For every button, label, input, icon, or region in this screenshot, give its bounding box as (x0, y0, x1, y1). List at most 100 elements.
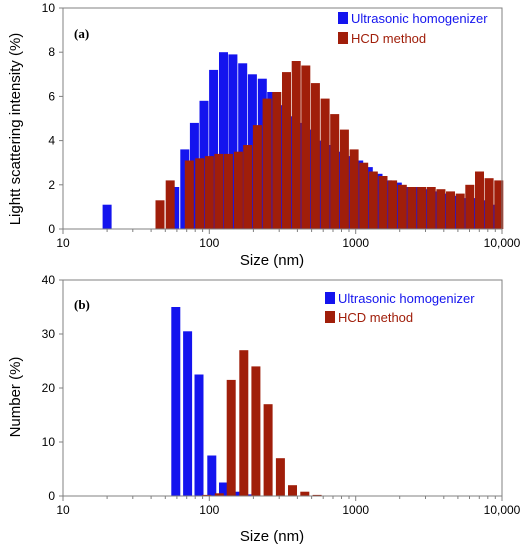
panel-a-ticks: 10 100 1000 10,000 0 2 4 6 8 10 (42, 1, 521, 250)
panel-b-x-tick-label: 100 (199, 503, 219, 517)
panel-b-x-tick-label: 10 (56, 503, 70, 517)
bar-hcd-15 (310, 83, 320, 229)
bar-hcd-29 (446, 191, 455, 229)
panel-b-legend: Ultrasonic homogenizer HCD method (325, 291, 475, 325)
bar-ultrasonic-31 (460, 198, 470, 229)
bar-hcd-2 (202, 494, 212, 496)
panel-b-y-tick-label: 10 (42, 435, 56, 449)
panel-a-y-tick-label: 6 (48, 89, 55, 103)
bar-hcd-11 (312, 494, 322, 496)
bar-ultrasonic-4 (219, 482, 228, 496)
bar-ultrasonic-15 (306, 129, 315, 229)
bar-hcd-1 (165, 180, 175, 229)
panel-b-bars (171, 307, 322, 496)
bar-hcd-8 (243, 145, 253, 229)
bar-ultrasonic-17 (325, 145, 335, 229)
bar-hcd-19 (349, 149, 359, 229)
panel-b-legend-label-hcd: HCD method (338, 310, 413, 325)
bar-ultrasonic-0 (102, 204, 112, 229)
panel-a-label: (a) (74, 26, 89, 41)
bar-hcd-9 (288, 485, 297, 496)
bar-ultrasonic-23 (383, 180, 393, 229)
bar-ultrasonic-1 (183, 331, 193, 496)
bar-ultrasonic-27 (421, 189, 431, 229)
bar-hcd-11 (272, 92, 282, 229)
panel-a-y-tick-label: 2 (48, 178, 55, 192)
bar-ultrasonic-8 (238, 63, 248, 230)
panel-b-x-tick-label: 1000 (342, 503, 369, 517)
bar-ultrasonic-22 (373, 173, 383, 230)
panel-a-legend-label-hcd: HCD method (351, 31, 426, 46)
bar-ultrasonic-29 (441, 193, 450, 229)
bar-ultrasonic-34 (489, 204, 499, 229)
bar-hcd-34 (494, 180, 504, 229)
bar-hcd-0 (155, 200, 165, 229)
panel-a-legend-label-ultrasonic: Ultrasonic homogenizer (351, 11, 488, 26)
bar-hcd-4 (226, 379, 236, 496)
bar-hcd-2 (184, 160, 194, 229)
bar-ultrasonic-2 (194, 374, 204, 496)
panel-a-bars (102, 52, 504, 230)
bar-hcd-22 (378, 176, 388, 229)
bar-hcd-3 (195, 158, 205, 229)
bar-hcd-5 (214, 153, 224, 229)
bar-hcd-16 (320, 98, 330, 229)
panel-b-x-axis-label: Size (nm) (240, 528, 304, 545)
bar-ultrasonic-5 (209, 69, 219, 230)
bar-ultrasonic-24 (392, 182, 402, 229)
bar-hcd-9 (252, 125, 262, 229)
panel-a-y-tick-label: 4 (48, 134, 55, 148)
panel-a-x-tick-label: 10 (56, 236, 70, 250)
bar-hcd-20 (359, 162, 369, 229)
bar-ultrasonic-18 (334, 151, 344, 229)
bar-hcd-12 (282, 72, 291, 229)
panel-b-y-tick-label: 20 (42, 381, 56, 395)
bar-hcd-10 (300, 491, 310, 496)
bar-hcd-3 (214, 493, 224, 496)
bar-hcd-28 (436, 189, 446, 229)
panel-b-y-tick-label: 40 (42, 273, 56, 287)
panel-b-legend-swatch-ultrasonic (325, 292, 335, 304)
bar-ultrasonic-28 (431, 191, 441, 229)
bar-hcd-17 (330, 114, 340, 229)
panel-b-legend-label-ultrasonic: Ultrasonic homogenizer (338, 291, 475, 306)
bar-ultrasonic-19 (344, 156, 354, 229)
bar-ultrasonic-6 (219, 52, 228, 230)
bar-hcd-7 (263, 404, 273, 496)
bar-ultrasonic-0 (171, 307, 181, 496)
bar-ultrasonic-32 (469, 198, 479, 229)
bar-ultrasonic-21 (363, 167, 373, 229)
bar-ultrasonic-14 (296, 122, 306, 229)
bar-ultrasonic-13 (286, 116, 296, 229)
bar-hcd-18 (339, 129, 349, 229)
bar-hcd-27 (426, 187, 436, 229)
bar-hcd-21 (368, 171, 378, 229)
panel-b-x-tick-label: 10,000 (484, 503, 521, 517)
bar-ultrasonic-16 (315, 140, 325, 229)
bar-hcd-33 (484, 178, 494, 229)
bar-ultrasonic-3 (189, 122, 199, 229)
bar-hcd-8 (275, 458, 285, 496)
panel-a-x-tick-label: 10,000 (484, 236, 521, 250)
bar-hcd-7 (233, 151, 243, 229)
panel-b-y-tick-label: 30 (42, 327, 56, 341)
bar-hcd-23 (388, 180, 398, 229)
bar-ultrasonic-3 (207, 455, 217, 496)
panel-a: 10 100 1000 10,000 0 2 4 6 8 10 (a) Lightt scatte… (7, 1, 521, 269)
panel-a-y-tick-label: 10 (42, 1, 56, 15)
bar-hcd-4 (204, 156, 214, 229)
panel-a-legend-swatch-hcd (338, 32, 348, 44)
panel-a-y-axis-label: Lightt scattering intensity (%) (7, 33, 24, 226)
bar-ultrasonic-30 (450, 195, 460, 229)
panel-b-y-axis-label: Number (%) (7, 357, 24, 438)
panel-b-y-tick-label: 0 (48, 489, 55, 503)
bar-hcd-26 (417, 187, 427, 229)
panel-a-y-tick-label: 8 (48, 45, 55, 59)
bar-hcd-10 (262, 98, 272, 229)
bar-hcd-6 (223, 153, 233, 229)
bar-hcd-24 (397, 184, 407, 229)
panel-a-legend-swatch-ultrasonic (338, 12, 348, 24)
